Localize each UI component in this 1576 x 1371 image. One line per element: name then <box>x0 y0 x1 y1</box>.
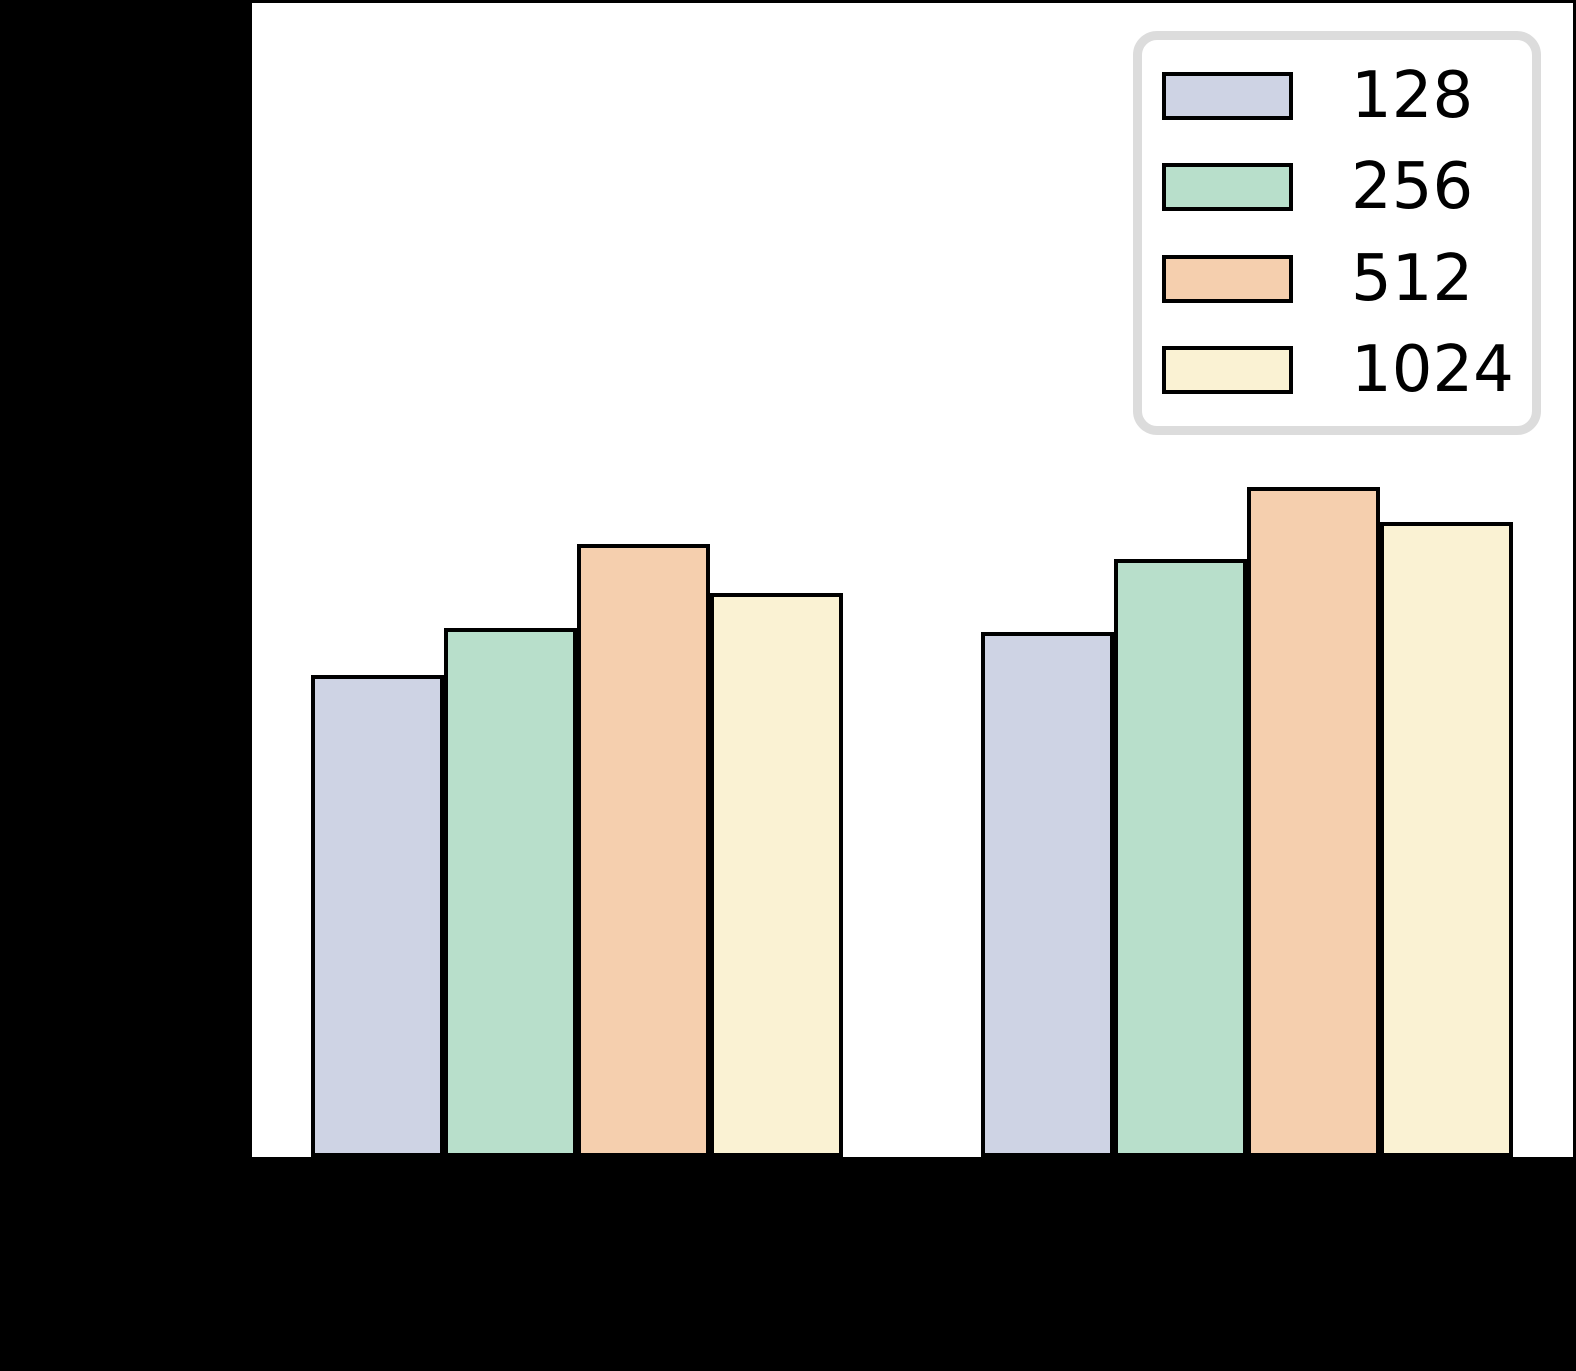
legend-swatch-1024 <box>1162 345 1293 394</box>
legend: 128 256 512 1024 <box>1133 31 1541 435</box>
legend-label-128: 128 <box>1351 59 1474 133</box>
bar-group1-128 <box>311 675 444 1157</box>
legend-label-256: 256 <box>1351 150 1474 225</box>
bar-group2-256 <box>1114 559 1247 1157</box>
legend-label-1024: 1024 <box>1351 332 1514 407</box>
bar-group1-512 <box>577 544 710 1157</box>
legend-label-512: 512 <box>1351 241 1474 316</box>
plot-area: 128 256 512 1024 <box>252 3 1573 1157</box>
legend-item-256: 256 <box>1162 155 1522 219</box>
legend-item-128: 128 <box>1162 64 1522 128</box>
bar-group1-256 <box>444 628 577 1157</box>
legend-swatch-512 <box>1162 254 1293 303</box>
legend-item-1024: 1024 <box>1162 338 1522 402</box>
legend-swatch-128 <box>1162 72 1293 120</box>
bar-group2-512 <box>1247 487 1380 1157</box>
bar-group2-1024 <box>1380 522 1513 1157</box>
legend-swatch-256 <box>1162 163 1293 212</box>
bar-group2-128 <box>981 632 1114 1157</box>
bar-group1-1024 <box>710 593 843 1157</box>
legend-item-512: 512 <box>1162 247 1522 311</box>
